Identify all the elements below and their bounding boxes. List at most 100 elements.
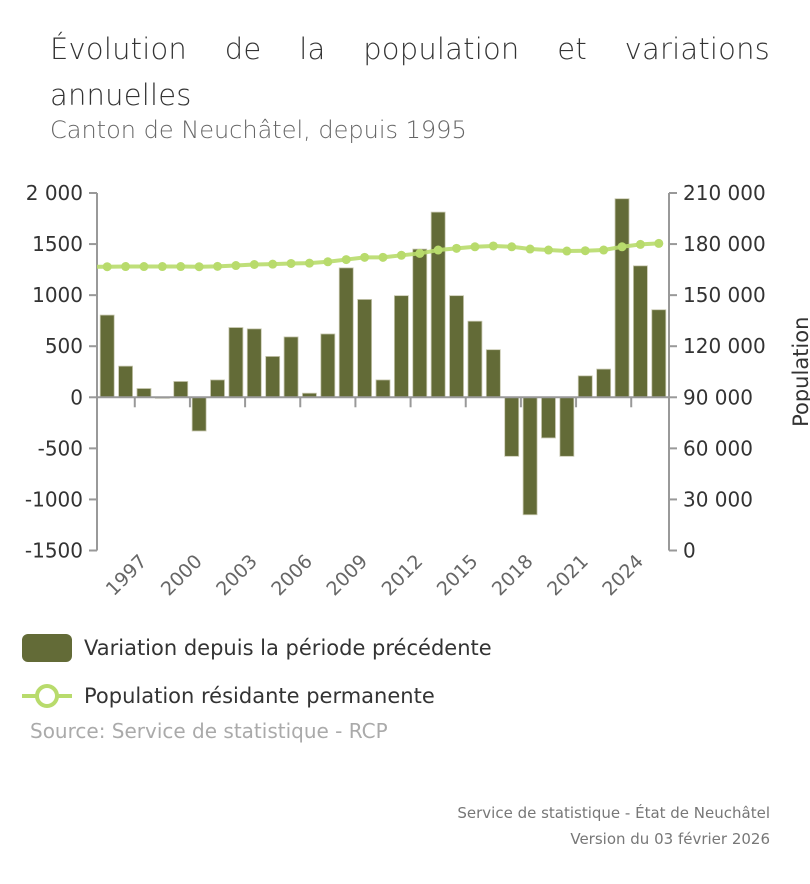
population-point-2023 [617, 242, 627, 252]
right-axis-title: Population [789, 317, 810, 427]
left-tick-label: 1500 [32, 232, 83, 256]
legend-item-population[interactable]: Population résidante permanente [22, 672, 492, 720]
population-point-2024 [635, 239, 645, 249]
population-point-2002 [231, 261, 241, 271]
population-point-1997 [139, 262, 149, 272]
bar-2022 [596, 368, 612, 398]
right-tick-label: 150 000 [683, 283, 766, 307]
bar-2010 [375, 379, 391, 398]
bar-2020 [559, 396, 575, 457]
population-point-2007 [323, 257, 333, 267]
population-point-2006 [304, 258, 314, 268]
population-point-2000 [194, 262, 204, 272]
x-tick-label: 2009 [322, 550, 372, 600]
right-tick-label: 0 [683, 539, 696, 563]
chart-title: Évolution de la population et variations… [50, 32, 770, 112]
bar-2004 [265, 356, 281, 398]
bar-series [99, 198, 667, 516]
bar-2024 [633, 265, 648, 398]
footer-version: Version du 03 février 2026 [570, 830, 770, 848]
bar-2008 [338, 267, 354, 398]
left-tick-label: 0 [70, 385, 83, 409]
population-point-1999 [176, 262, 186, 272]
right-tick-label: 210 000 [683, 181, 766, 205]
population-point-2005 [286, 258, 296, 268]
axes [89, 192, 677, 552]
bar-2019 [541, 396, 556, 439]
x-tick-label: 2003 [212, 550, 262, 600]
x-tick-label: 2015 [433, 550, 483, 600]
x-tick-label: 2006 [267, 550, 317, 600]
bar-2025 [651, 309, 667, 398]
chart-subtitle: Canton de Neuchâtel, depuis 1995 [50, 116, 467, 144]
x-tick-label: 2012 [378, 550, 428, 600]
bar-swatch-icon [22, 634, 72, 662]
bar-1995 [99, 314, 115, 398]
left-tick-label: 1000 [32, 283, 83, 307]
bar-1999 [173, 381, 189, 398]
line-series [97, 238, 664, 272]
footer: Service de statistique - État de Neuchât… [457, 800, 770, 852]
population-point-1995 [102, 262, 112, 272]
population-point-2010 [378, 252, 388, 262]
left-tick-label: -1000 [25, 487, 83, 511]
population-point-1996 [121, 262, 131, 272]
population-point-2019 [543, 245, 553, 255]
bar-2021 [577, 375, 593, 398]
population-point-2021 [580, 246, 590, 256]
source-note: Source: Service de statistique - RCP [30, 719, 388, 743]
population-point-2004 [268, 259, 278, 269]
population-point-1998 [157, 262, 167, 272]
bar-2000 [191, 396, 207, 432]
bar-2011 [393, 295, 409, 398]
bar-2005 [283, 336, 299, 398]
bar-2001 [210, 379, 225, 398]
population-point-2003 [249, 260, 259, 269]
legend-label-variation: Variation depuis la période précédente [84, 636, 492, 660]
bar-2003 [246, 328, 262, 398]
combo-chart: -1500 -1000 -500 0 500 1000 1500 2 000 0 30 000 60… [25, 181, 810, 600]
bar-2012 [412, 248, 428, 398]
bar-2007 [320, 333, 336, 398]
population-point-2001 [213, 261, 223, 271]
bar-2016 [485, 349, 501, 398]
population-point-2014 [452, 243, 462, 253]
right-tick-label: 120 000 [683, 334, 766, 358]
right-tick-label: 90 000 [683, 385, 753, 409]
legend: Variation depuis la période précédente P… [22, 624, 492, 720]
bar-2015 [467, 320, 483, 398]
bar-2023 [614, 198, 630, 398]
population-point-2008 [341, 255, 351, 265]
footer-publisher: Service de statistique - État de Neuchât… [457, 804, 770, 822]
bar-2002 [228, 327, 244, 398]
bar-1997 [136, 388, 152, 398]
bar-1996 [118, 365, 133, 398]
left-tick-label: -1500 [25, 539, 83, 563]
x-tick-label: 2024 [598, 550, 648, 600]
population-point-2012 [415, 248, 425, 258]
right-tick-label: 60 000 [683, 436, 753, 460]
population-point-2025 [654, 238, 664, 248]
line-marker-icon [22, 682, 72, 710]
population-point-2016 [488, 241, 498, 251]
population-point-2011 [396, 250, 406, 260]
population-point-2009 [360, 252, 370, 262]
right-tick-label: 30 000 [683, 487, 753, 511]
population-point-2017 [507, 242, 517, 252]
left-tick-label: 500 [45, 334, 83, 358]
x-tick-label: 2000 [157, 550, 207, 600]
right-tick-label: 180 000 [683, 232, 766, 256]
x-tick-label: 2018 [488, 550, 538, 600]
population-point-2013 [433, 245, 443, 255]
legend-item-variation[interactable]: Variation depuis la période précédente [22, 624, 492, 672]
population-point-2018 [525, 244, 535, 254]
legend-label-population: Population résidante permanente [84, 684, 435, 708]
bar-2018 [522, 396, 538, 516]
bar-2009 [357, 299, 373, 398]
left-tick-label: 2 000 [26, 181, 83, 205]
x-tick-label: 2021 [543, 550, 593, 600]
left-tick-label: -500 [38, 436, 83, 460]
x-tick-label: 1997 [102, 550, 152, 600]
bar-2014 [449, 295, 464, 398]
population-point-2022 [599, 245, 609, 255]
